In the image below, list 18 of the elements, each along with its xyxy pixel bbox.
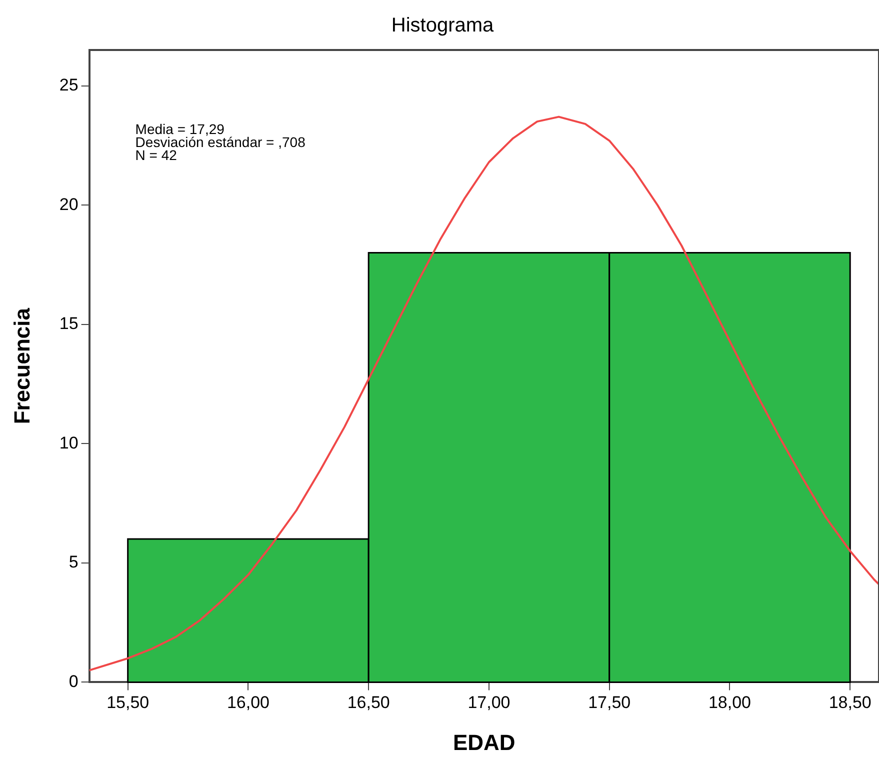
y-tick-label: 15 xyxy=(59,314,78,334)
x-axis-title: EDAD xyxy=(452,730,516,755)
x-tick-label: 16,50 xyxy=(347,693,390,712)
x-tick-label: 15,50 xyxy=(106,693,150,712)
chart-title: Histograma xyxy=(391,14,494,37)
y-tick-label: 10 xyxy=(59,433,78,452)
y-tick-label: 20 xyxy=(59,194,78,214)
y-tick-label: 0 xyxy=(68,672,78,691)
x-tick-label: 18,50 xyxy=(828,693,872,712)
x-tick-label: 17,00 xyxy=(468,693,510,712)
x-tick-label: 16,00 xyxy=(226,693,270,712)
x-tick-label: 17,50 xyxy=(588,693,631,712)
y-tick-label: 25 xyxy=(59,75,78,94)
y-axis-title: Frecuencia xyxy=(9,307,34,424)
annotation: N = 42 xyxy=(135,146,178,163)
annotation: Media = 17,29 xyxy=(135,120,225,137)
x-tick-label: 18,00 xyxy=(708,693,752,712)
y-tick-label: 5 xyxy=(68,552,78,572)
